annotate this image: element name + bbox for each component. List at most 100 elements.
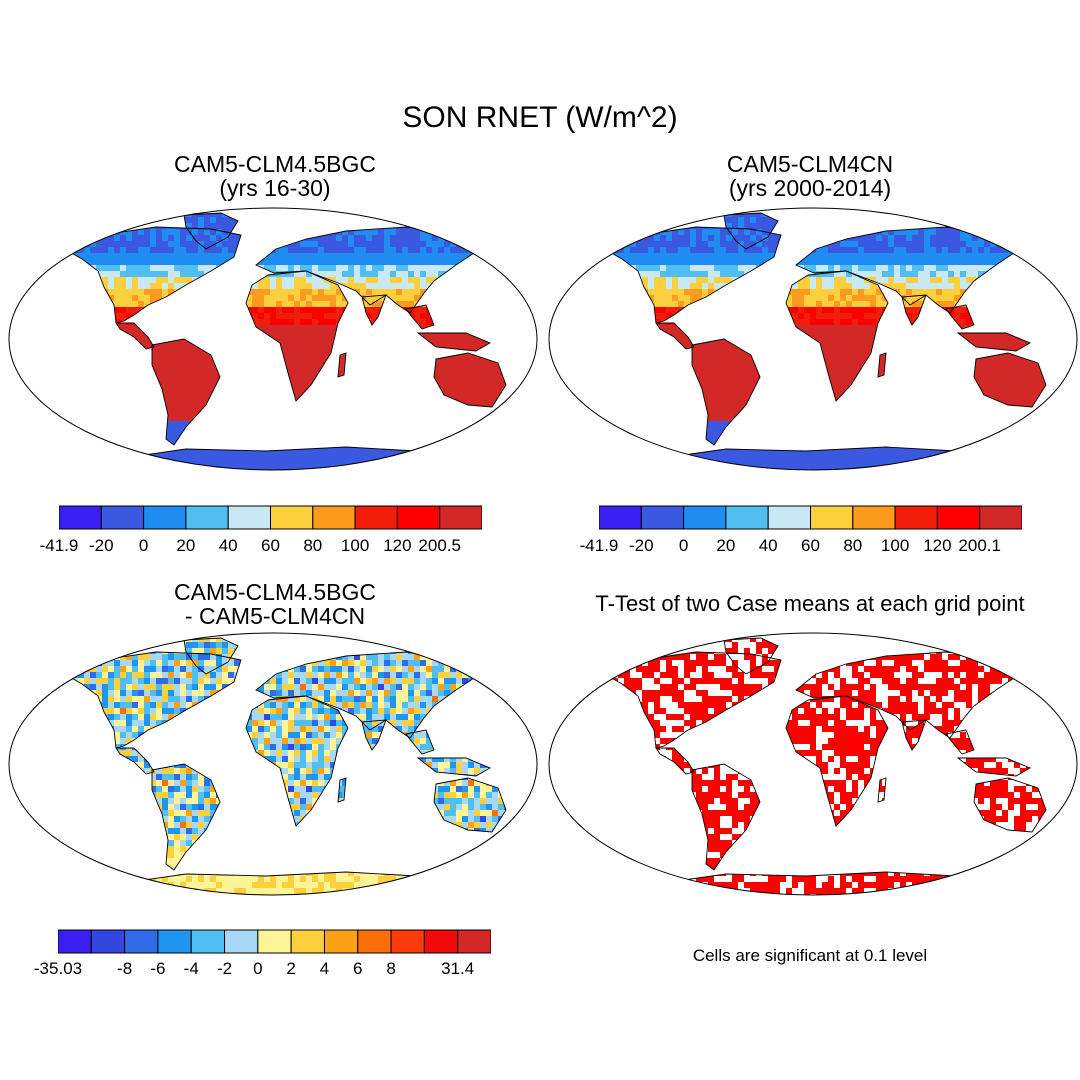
coastline-camerica: [655, 747, 695, 775]
coastline-africa: [245, 270, 349, 402]
colorbar-swatch: [396, 505, 441, 530]
colorbar-tick-label: 100: [340, 536, 370, 555]
coastline-greenland: [183, 637, 239, 675]
colorbar-swatch: [185, 505, 229, 530]
map-difference: [8, 632, 538, 896]
coastline-seasia: [405, 729, 435, 755]
coastline-indonesia: [956, 757, 1032, 777]
colorbar-swatch: [270, 505, 314, 530]
coastline-eurasia: [795, 651, 1027, 739]
colorbar-tick-label: 100: [880, 536, 910, 555]
panel-title-bgc: CAM5-CLM4.5BGC (yrs 16-30): [140, 152, 410, 200]
coastline-greenland: [723, 212, 779, 250]
colorbar-tick-label: 120: [383, 536, 412, 555]
coastline-australia: [973, 352, 1047, 408]
colorbar-swatch: [257, 929, 292, 954]
colorbar-tick-label: -20: [89, 536, 114, 555]
coastline-greenland: [723, 637, 779, 675]
panel-title-diff: CAM5-CLM4.5BGC - CAM5-CLM4CN: [130, 580, 420, 628]
colorbar-swatch: [810, 505, 854, 530]
panel-title-line: T-Test of two Case means at each grid po…: [595, 591, 1025, 616]
colorbar-swatch: [90, 929, 126, 954]
coastline-africa: [245, 695, 349, 827]
coastline-samerica: [691, 338, 761, 446]
colorbar-swatch: [599, 505, 642, 530]
colorbar-tick-label: 31.4: [441, 959, 475, 978]
colorbar-swatch: [312, 505, 356, 530]
colorbar-swatch: [457, 929, 491, 954]
colorbar-swatch: [290, 929, 325, 954]
panel-title-line: CAM5-CLM4.5BGC: [174, 151, 376, 177]
colorbar-swatch: [124, 929, 159, 954]
colorbar-swatch: [100, 505, 145, 530]
coastline-australia: [433, 352, 507, 408]
coastlines: [65, 212, 507, 470]
coastline-samerica: [151, 338, 221, 446]
coastline-africa: [785, 695, 889, 827]
panel-title-line: (yrs 2000-2014): [728, 175, 892, 201]
colorbar-tick-label: 6: [353, 959, 363, 978]
colorbar-tick-label: -41.9: [39, 536, 79, 555]
coastline-madagascar: [877, 777, 887, 803]
coastline-madagascar: [877, 352, 887, 378]
colorbar-tick-label: 120: [923, 536, 952, 555]
coastline-indonesia: [956, 332, 1032, 352]
colorbar-swatch: [936, 505, 981, 530]
colorbar-swatch: [725, 505, 769, 530]
colorbar-swatch: [439, 505, 482, 530]
colorbar-cn: [599, 505, 1022, 530]
colorbar-tick-label: 60: [801, 536, 820, 555]
panel-title-ttest: T-Test of two Case means at each grid po…: [540, 592, 1080, 616]
colorbar-tick-label: -4: [183, 959, 199, 978]
coastline-eurasia: [255, 226, 487, 314]
colorbar-tick-label: -41.9: [579, 536, 619, 555]
colorbar-tick-label: 20: [176, 536, 196, 555]
colorbar-tick-label: 0: [253, 959, 263, 978]
colorbar-swatch: [894, 505, 938, 530]
coastline-eurasia: [255, 651, 487, 739]
colorbar-swatch: [323, 929, 359, 954]
panel-title-cn: CAM5-CLM4CN (yrs 2000-2014): [675, 152, 945, 200]
colorbar-tick-label: -6: [150, 959, 166, 978]
colorbar-labels-bgc: -41.9 -20 0 20 40 60 80 100 120 200.5: [40, 536, 482, 558]
colorbar-tick-label: 200.5: [418, 536, 461, 555]
coastline-samerica: [151, 763, 221, 871]
colorbar-tick-label: 80: [303, 536, 323, 555]
colorbar-tick-label: 2: [286, 959, 296, 978]
coastline-indonesia: [416, 332, 492, 352]
colorbar-tick-label: 40: [758, 536, 778, 555]
coastline-namerica: [65, 651, 242, 749]
colorbar-swatch: [227, 505, 271, 530]
coastlines: [605, 212, 1047, 470]
map-bgc: [8, 207, 538, 471]
map-cn: [548, 207, 1078, 471]
colorbar-swatch: [157, 929, 192, 954]
colorbar-bgc: [59, 505, 482, 530]
colorbar-swatch: [640, 505, 685, 530]
colorbar-swatch: [354, 505, 398, 530]
coastline-namerica: [605, 226, 782, 324]
coastline-indonesia: [416, 757, 492, 777]
colorbar-labels-difference: -35.03 -8 -6 -4 -2 0 2 4 6 8 31.4: [34, 959, 491, 981]
panel-title-line: - CAM5-CLM4CN: [184, 603, 366, 629]
colorbar-swatch: [683, 505, 727, 530]
coastline-seasia: [945, 304, 975, 330]
coastline-seasia: [945, 729, 975, 755]
colorbar-tick-label: -8: [117, 959, 133, 978]
significance-note: Cells are significant at 0.1 level: [692, 946, 928, 965]
map-border: [8, 207, 538, 471]
colorbar-tick-label: 40: [218, 536, 238, 555]
colorbar-tick-label: 80: [843, 536, 863, 555]
colorbar-swatch: [59, 505, 102, 530]
coastline-india: [901, 719, 927, 751]
map-border: [548, 207, 1078, 471]
colorbar-difference: [58, 929, 491, 954]
colorbar-labels-cn: -41.9 -20 0 20 40 60 80 100 120 200.1: [580, 536, 1022, 558]
colorbar-swatch: [224, 929, 259, 954]
coastline-seasia: [405, 304, 435, 330]
coastline-namerica: [605, 651, 782, 749]
colorbar-swatch: [143, 505, 187, 530]
colorbar-tick-label: 8: [386, 959, 396, 978]
colorbar-swatch: [852, 505, 896, 530]
coastline-africa: [785, 270, 889, 402]
